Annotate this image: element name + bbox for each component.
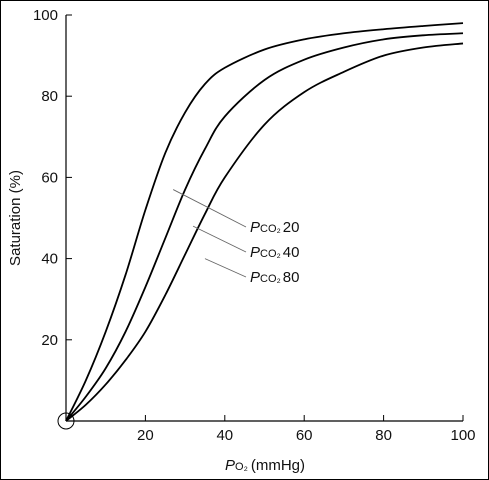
x-axis-title-units: (mmHg) (251, 457, 305, 474)
curve-pco2-80 (65, 42, 464, 422)
leader-line-pco2-80 (204, 258, 247, 278)
x-tick-label: 80 (375, 427, 392, 444)
series-label-prefix: P (250, 219, 260, 236)
y-tick-label: 100 (33, 7, 58, 24)
x-axis-title: PO₂ (mmHg) (225, 457, 305, 474)
series-label-value: 20 (283, 219, 300, 236)
curve-pco2-20 (65, 22, 464, 422)
series-label-value: 40 (283, 244, 300, 261)
series-label-pco2-80: PCO₂ 80 (250, 269, 299, 286)
series-label-subscript: CO₂ (260, 223, 281, 235)
x-tick-label: 60 (296, 427, 313, 444)
series-label-pco2-40: PCO₂ 40 (250, 244, 299, 261)
y-tick-label: 80 (41, 88, 58, 105)
y-axis-title: Saturation (%) (7, 170, 24, 266)
y-tick-label: 60 (41, 169, 58, 186)
leader-line-pco2-40 (192, 225, 247, 253)
y-tick-label: 20 (41, 332, 58, 349)
leader-line-pco2-20 (172, 189, 247, 228)
series-label-value: 80 (283, 269, 300, 286)
curve-pco2-40 (65, 32, 464, 422)
origin-marker-circle (57, 412, 75, 430)
series-label-subscript: CO₂ (260, 248, 281, 260)
y-tick-label: 40 (41, 251, 58, 268)
series-label-pco2-20: PCO₂ 20 (250, 219, 299, 236)
x-tick-label: 40 (216, 427, 233, 444)
series-label-prefix: P (250, 244, 260, 261)
x-tick-label: 20 (137, 427, 154, 444)
series-label-prefix: P (250, 269, 260, 286)
x-axis-title-subscript: O₂ (235, 461, 248, 473)
x-tick-label: 100 (450, 427, 475, 444)
x-axis-title-prefix: P (225, 457, 235, 474)
series-label-subscript: CO₂ (260, 273, 281, 285)
